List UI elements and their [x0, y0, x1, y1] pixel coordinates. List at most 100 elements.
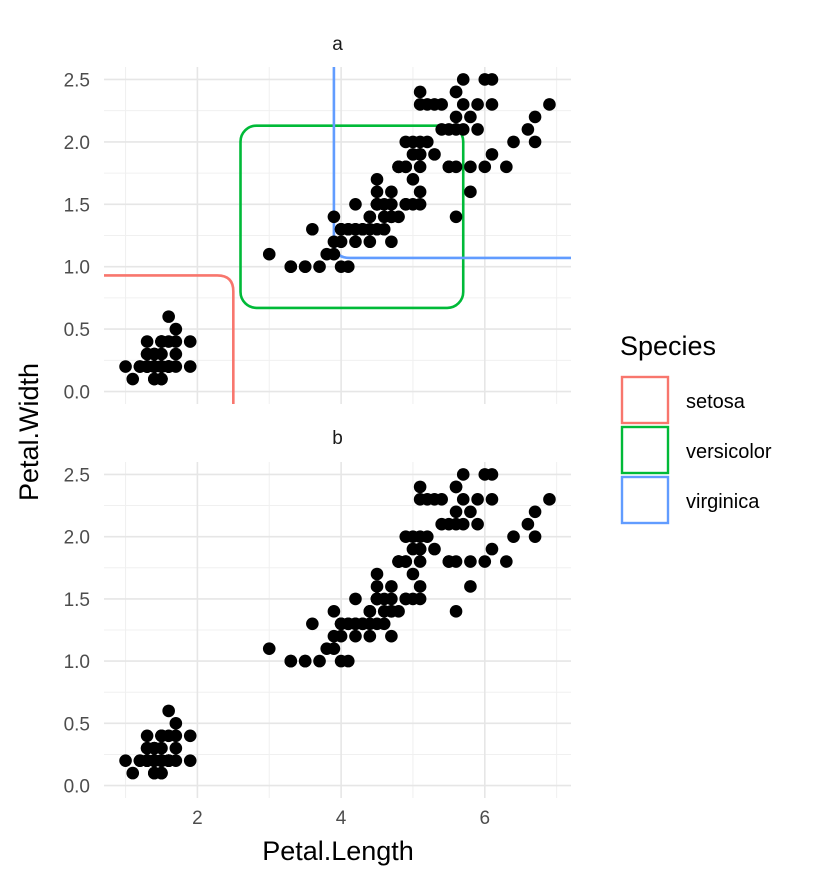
data-point: [464, 185, 477, 199]
data-point: [406, 173, 420, 186]
data-point: [284, 654, 298, 668]
data-point: [413, 197, 427, 211]
data-point: [126, 372, 140, 386]
data-point: [543, 98, 556, 111]
data-point: [442, 555, 456, 568]
x-tick-label: 2: [192, 808, 203, 829]
data-point: [449, 110, 463, 124]
data-point: [428, 148, 441, 161]
panel-strip-label: b: [332, 428, 343, 449]
data-point: [421, 135, 434, 149]
data-point: [147, 741, 161, 755]
legend-key-setosa: [620, 375, 670, 425]
setosa-region-outline: [104, 274, 235, 404]
data-point: [147, 766, 161, 780]
data-point: [385, 197, 398, 211]
data-point: [183, 335, 197, 348]
data-point: [370, 197, 384, 211]
data-point: [421, 98, 434, 111]
data-point: [126, 766, 140, 780]
y-tick-label: 0.5: [64, 714, 90, 735]
data-point: [385, 185, 398, 199]
data-point: [385, 629, 398, 643]
legend-label-versicolor: versicolor: [686, 441, 772, 463]
data-point: [370, 173, 384, 186]
y-tick-label: 2.5: [64, 70, 90, 91]
data-point: [334, 235, 348, 249]
data-point: [334, 629, 348, 643]
data-point: [435, 123, 448, 136]
data-point: [349, 629, 362, 643]
data-point: [162, 310, 175, 323]
data-point: [392, 555, 405, 568]
data-point: [413, 592, 427, 606]
y-tick-label: 1.0: [64, 258, 90, 279]
legend-title: Species: [620, 331, 716, 361]
y-tick-label: 1.5: [64, 590, 90, 611]
data-point: [349, 592, 362, 606]
data-point: [183, 754, 197, 767]
data-point: [370, 580, 384, 593]
data-point: [413, 580, 427, 593]
data-point: [478, 160, 492, 174]
data-point: [478, 555, 492, 568]
data-point: [363, 210, 377, 224]
data-point: [507, 530, 520, 543]
data-point: [356, 222, 369, 236]
data-point: [183, 729, 197, 743]
data-point: [313, 654, 326, 668]
data-point: [147, 360, 161, 373]
y-tick-label: 0.5: [64, 320, 90, 341]
data-point: [449, 123, 463, 136]
data-point: [464, 555, 477, 568]
x-axis-title: Petal.Length: [262, 836, 414, 866]
data-point: [377, 605, 391, 618]
data-point: [392, 160, 405, 174]
data-point: [341, 260, 355, 274]
data-point: [119, 360, 132, 373]
data-point: [543, 493, 556, 506]
data-point: [392, 210, 405, 224]
data-point: [320, 247, 334, 261]
data-point: [327, 210, 341, 224]
data-point: [140, 729, 154, 743]
data-point: [363, 629, 377, 643]
data-point: [507, 135, 520, 149]
data-point: [464, 505, 477, 519]
data-point: [262, 247, 276, 261]
data-point: [385, 580, 398, 593]
y-tick-label: 2.5: [64, 465, 90, 486]
data-point: [370, 185, 384, 199]
data-point: [449, 517, 463, 531]
legend-label-setosa: setosa: [686, 391, 746, 413]
panels-layer: a 0.0 0.5 1.0 1.5 2.0 2.5 b 0.0 0.5 1.0 1.5 2.0 2.5 2 4…: [64, 34, 571, 829]
legend-key-versicolor: [620, 425, 670, 475]
data-point: [363, 605, 377, 618]
data-point: [449, 85, 463, 99]
data-point: [147, 372, 161, 386]
data-point: [485, 148, 499, 161]
data-point: [528, 110, 542, 124]
data-point: [327, 605, 341, 618]
data-point: [169, 347, 183, 361]
data-point: [385, 592, 398, 606]
data-point: [298, 654, 312, 668]
data-point: [485, 468, 499, 481]
data-point: [528, 135, 542, 149]
panel-a: a 0.0 0.5 1.0 1.5 2.0 2.5: [64, 34, 571, 404]
data-point: [456, 493, 470, 506]
y-tick-label: 2.0: [64, 528, 90, 549]
data-point: [485, 73, 499, 86]
y-tick-label: 0.0: [64, 383, 90, 404]
data-point: [169, 717, 183, 730]
versicolor-region-outline: [239, 124, 465, 310]
x-tick-label: 4: [336, 808, 347, 829]
data-point: [464, 110, 477, 124]
data-point: [435, 98, 448, 111]
data-point: [464, 580, 477, 593]
panel-strip-label: a: [332, 34, 343, 55]
data-point: [449, 210, 463, 224]
y-tick-label: 0.0: [64, 777, 90, 798]
data-point: [421, 493, 434, 506]
